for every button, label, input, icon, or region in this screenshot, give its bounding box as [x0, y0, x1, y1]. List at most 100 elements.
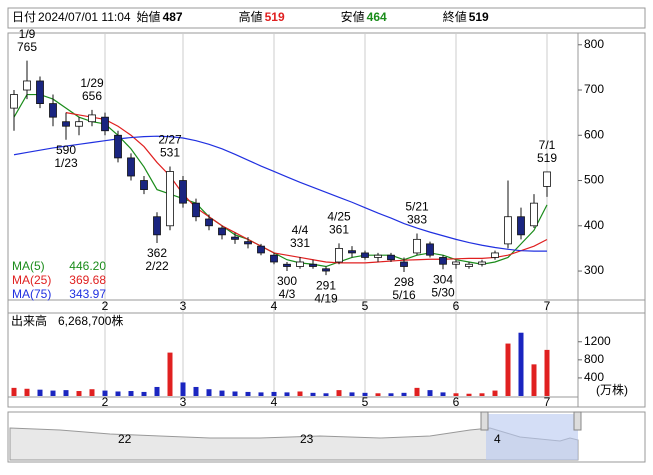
volume-bar [362, 392, 368, 396]
candle-body [543, 171, 551, 187]
x-tick-label: 5 [362, 299, 369, 313]
candle-body [296, 261, 304, 267]
volume-bar [479, 393, 485, 396]
candle-body [153, 216, 161, 236]
candle-body [36, 80, 44, 104]
header-bar [7, 7, 646, 29]
candle-body [348, 250, 356, 254]
header-label: 日付 [12, 10, 36, 24]
volume-bar [388, 393, 394, 396]
candle-body [257, 245, 265, 254]
volume-bar [11, 387, 17, 396]
candle-body [439, 257, 447, 265]
navigator-selection[interactable] [486, 414, 578, 460]
candle-body [517, 216, 525, 236]
volume-bar [414, 387, 420, 396]
candle-body [270, 254, 278, 263]
candle-body [10, 94, 18, 109]
annotation-value: 361 [329, 223, 349, 237]
annotation-date: 4/25 [327, 210, 351, 224]
ma-line [13, 135, 548, 252]
annotation-value: 531 [160, 146, 180, 160]
candle-body [75, 121, 83, 127]
y-tick-label: 400 [584, 370, 604, 384]
volume-bar [271, 391, 277, 396]
candle-body [465, 263, 473, 267]
navigator-handle[interactable] [573, 411, 582, 431]
candle-body [231, 236, 239, 240]
annotation-date: 1/9 [19, 27, 36, 41]
volume-title: 出来高 [11, 313, 47, 328]
candle-body [205, 218, 213, 227]
x-tick-label: 7 [544, 395, 551, 409]
annotation-value: 590 [56, 143, 76, 157]
ma-line [65, 112, 548, 264]
volume-bar [440, 392, 446, 396]
volume-bar [297, 391, 303, 396]
volume-bar [232, 391, 238, 396]
navigator-handle[interactable] [480, 411, 489, 431]
x-tick-label: 6 [453, 395, 460, 409]
volume-bar [245, 391, 251, 396]
frame [7, 32, 646, 408]
header-value: 2024/07/01 11:04 [38, 10, 131, 24]
volume-bar [219, 390, 225, 396]
y-tick-label: 1200 [584, 334, 611, 348]
y-tick-label: 300 [584, 263, 604, 277]
annotation-date: 4/4 [292, 223, 309, 237]
candle-body [491, 252, 499, 258]
candle-body [309, 263, 317, 267]
volume-bar [89, 389, 95, 396]
volume-total: 6,268,700株 [58, 313, 123, 328]
legend-name: MA(5) [12, 259, 45, 273]
annotation-date: 7/1 [539, 138, 556, 152]
x-tick-label: 3 [180, 299, 187, 313]
candle-body [478, 261, 486, 265]
candle-body [114, 134, 122, 159]
annotation-value: 331 [290, 236, 310, 250]
candle-body [49, 103, 57, 118]
candle-body [179, 180, 187, 204]
annotation-value: 304 [433, 272, 453, 286]
legend-name: MA(75) [12, 287, 51, 301]
volume-bar [258, 392, 264, 396]
volume-bar [115, 391, 121, 396]
volume-bar [24, 388, 30, 396]
candle-body [426, 243, 434, 256]
candle-body [192, 202, 200, 218]
annotation-date: 4/3 [279, 287, 296, 301]
volume-bar [492, 390, 498, 396]
legend-value: 446.20 [69, 259, 106, 273]
y-tick-label: 800 [584, 37, 604, 51]
volume-bar [453, 393, 459, 396]
legend-name: MA(25) [12, 273, 51, 287]
annotation-value: 656 [82, 89, 102, 103]
candle-body [62, 121, 70, 127]
header-value: 487 [163, 10, 183, 24]
candle-body [166, 171, 174, 227]
candle-body [218, 227, 226, 236]
x-tick-label: 5 [362, 395, 369, 409]
candle-body [530, 202, 538, 227]
volume-bar [349, 392, 355, 396]
annotation-value: 383 [407, 213, 427, 227]
volume-bar [102, 390, 108, 396]
header-label: 高値 [239, 9, 263, 24]
annotation-value: 765 [17, 40, 37, 54]
header-label: 始値 [137, 9, 161, 24]
volume-bar [531, 364, 537, 396]
candle-body [283, 263, 291, 267]
x-tick-label: 2 [102, 299, 109, 313]
volume-bar [76, 391, 82, 396]
navigator-label: 4 [494, 432, 501, 446]
annotation-value: 362 [147, 246, 167, 260]
annotation-value: 291 [316, 278, 336, 292]
legend-value: 369.68 [69, 273, 106, 287]
annotation-date: 5/16 [392, 288, 416, 302]
volume-bar [466, 393, 472, 396]
annotation-date: 1/29 [80, 76, 104, 90]
volume-bar [505, 343, 511, 396]
candle-body [374, 254, 382, 258]
volume-bar [128, 391, 134, 396]
